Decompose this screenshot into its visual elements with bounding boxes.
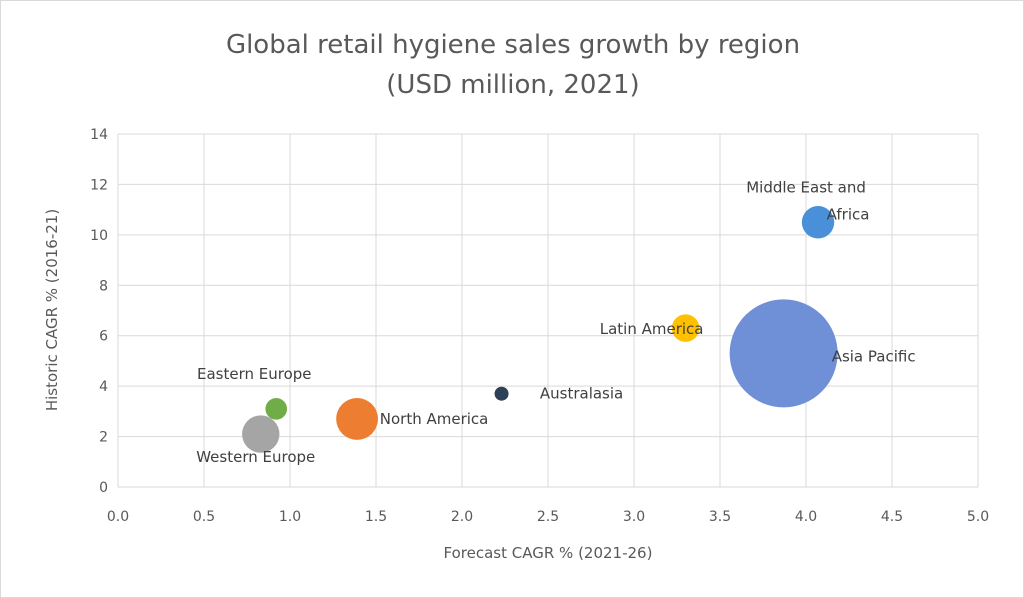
x-tick-label: 3.5 [709, 509, 731, 525]
bubble-label-middle-east-and-africa: Middle East and [746, 178, 866, 196]
chart-title-line-1: Global retail hygiene sales growth by re… [226, 30, 800, 60]
bubble-label-asia-pacific: Asia Pacific [832, 347, 916, 365]
chart-title-line-2: (USD million, 2021) [386, 70, 639, 100]
y-tick-label: 4 [99, 379, 108, 395]
bubble-label-eastern-europe: Eastern Europe [197, 365, 312, 383]
x-tick-label: 0.5 [193, 509, 215, 525]
gridlines [117, 133, 979, 488]
bubble-asia-pacific [729, 299, 838, 408]
x-tick-label: 1.0 [279, 509, 301, 525]
bubble-middle-east-and-africa [801, 206, 835, 239]
y-tick-label: 14 [90, 127, 108, 143]
bubble-eastern-europe [265, 398, 288, 420]
x-tick-label: 4.0 [795, 509, 817, 525]
x-tick-label: 2.5 [537, 509, 559, 525]
y-axis-ticks: 0 2 4 6 8 10 12 14 [90, 127, 108, 496]
x-tick-label: 1.5 [365, 509, 387, 525]
y-tick-label: 12 [90, 177, 108, 193]
x-axis-ticks: 0.0 0.5 1.0 1.5 2.0 2.5 3.0 3.5 4.0 4.5 5.0 [107, 509, 989, 525]
bubble-label-australasia: Australasia [540, 385, 623, 403]
bubble-australasia [494, 386, 509, 401]
y-tick-label: 2 [99, 430, 108, 446]
bubble-north-america [336, 398, 378, 440]
x-tick-label: 4.5 [881, 509, 903, 525]
y-tick-label: 6 [99, 329, 108, 345]
bubble-latin-america [671, 314, 700, 342]
bubble-western-europe [242, 415, 280, 453]
x-tick-label: 2.0 [451, 509, 473, 525]
bubble-label-north-america: North America [380, 410, 489, 428]
bubble-label-middle-east-and-africa: Africa [827, 205, 870, 223]
y-tick-label: 0 [99, 480, 108, 496]
y-tick-label: 8 [99, 278, 108, 294]
x-tick-label: 0.0 [107, 509, 129, 525]
y-tick-label: 10 [90, 228, 108, 244]
bubbles [242, 206, 838, 453]
bubble-labels: Middle East and Africa Asia Pacific Latin A… [196, 178, 915, 466]
bubble-label-latin-america: Latin America [600, 320, 704, 338]
x-tick-label: 5.0 [967, 509, 989, 525]
x-axis-title: Forecast CAGR % (2021-26) [444, 544, 653, 562]
y-axis-title: Historic CAGR % (2016-21) [43, 209, 61, 411]
x-tick-label: 3.0 [623, 509, 645, 525]
bubble-label-western-europe: Western Europe [196, 448, 315, 466]
